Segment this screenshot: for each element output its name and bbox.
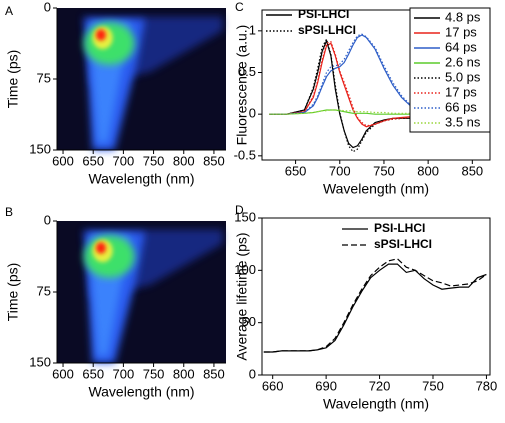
x-tick-label: 750 [373,163,395,178]
series-line [269,33,446,115]
y-tick-label: 1 [249,22,256,37]
y-tick-label: 0 [44,212,51,227]
x-tick-label: 600 [52,366,74,381]
y-tick-label: 75 [37,70,51,85]
legend-label: sPSI-LHCI [374,237,432,251]
legend-label: 17 ps [445,84,477,99]
y-axis-title: Time (ps) [5,50,21,109]
x-tick-label: 750 [143,366,165,381]
x-tick-label: 700 [113,153,135,168]
y-axis-title: Fluorescence (a.u.) [234,25,250,146]
y-tick-label: 100 [234,262,256,277]
x-axis-title: Wavelength (nm) [323,181,429,197]
y-tick-label: 150 [29,141,51,156]
x-tick-label: 690 [315,378,337,393]
series-line [269,34,446,115]
x-axis-title: Wavelength (nm) [323,396,429,412]
legend-label: 66 ps [445,99,477,114]
panel-label: B [5,205,13,219]
y-tick-label: -0.5 [234,147,256,162]
legend-label: 17 ps [445,24,477,39]
x-tick-label: 780 [476,378,498,393]
x-tick-label: 600 [52,153,74,168]
y-tick-label: 0.5 [238,64,256,79]
x-tick-label: 800 [173,153,195,168]
y-axis-title: Time (ps) [5,263,21,322]
series-line [263,258,487,353]
legend-label: sPSI-LHCI [298,23,356,37]
x-tick-label: 750 [143,153,165,168]
y-tick-label: 0 [249,106,256,121]
x-tick-label: 650 [82,366,104,381]
x-tick-label: 800 [173,366,195,381]
x-axis-title: Wavelength (nm) [88,171,194,187]
legend-label: 3.5 ns [445,114,481,129]
panel-label: D [235,203,244,217]
y-tick-label: 50 [242,314,256,329]
legend-box [409,7,491,133]
legend-label: 4.8 ps [445,9,481,24]
x-tick-label: 850 [203,153,225,168]
x-tick-label: 650 [285,163,307,178]
streak-image [57,221,226,363]
x-tick-label: 800 [417,163,439,178]
y-tick-label: 150 [234,209,256,224]
y-tick-label: 0 [44,0,51,14]
legend-label: 2.6 ns [445,54,481,69]
series-line [269,40,446,127]
series-line [269,109,446,115]
streak-image [57,8,226,150]
x-tick-label: 750 [422,378,444,393]
y-axis-title: Average lifetime (ps) [234,232,250,360]
x-tick-label: 850 [203,366,225,381]
x-tick-label: 660 [262,378,284,393]
x-tick-label: 700 [113,366,135,381]
x-axis-title: Wavelength (nm) [88,384,194,400]
legend-label: 64 ps [445,39,477,54]
x-tick-label: 700 [329,163,351,178]
x-tick-label: 850 [461,163,483,178]
y-tick-label: 0 [249,366,256,381]
legend-label: PSI-LHCI [374,221,425,235]
panel-label: A [5,4,13,18]
x-tick-label: 720 [369,378,391,393]
legend-label: PSI-LHCI [298,7,349,21]
image-red [95,29,107,41]
y-tick-label: 150 [29,354,51,369]
series-line [263,263,487,353]
x-tick-label: 650 [82,153,104,168]
y-tick-label: 75 [37,283,51,298]
series-line [269,109,446,115]
legend-label: 5.0 ps [445,69,481,84]
series-line [269,42,446,128]
panel-label: C [235,0,244,14]
image-red [95,242,107,254]
